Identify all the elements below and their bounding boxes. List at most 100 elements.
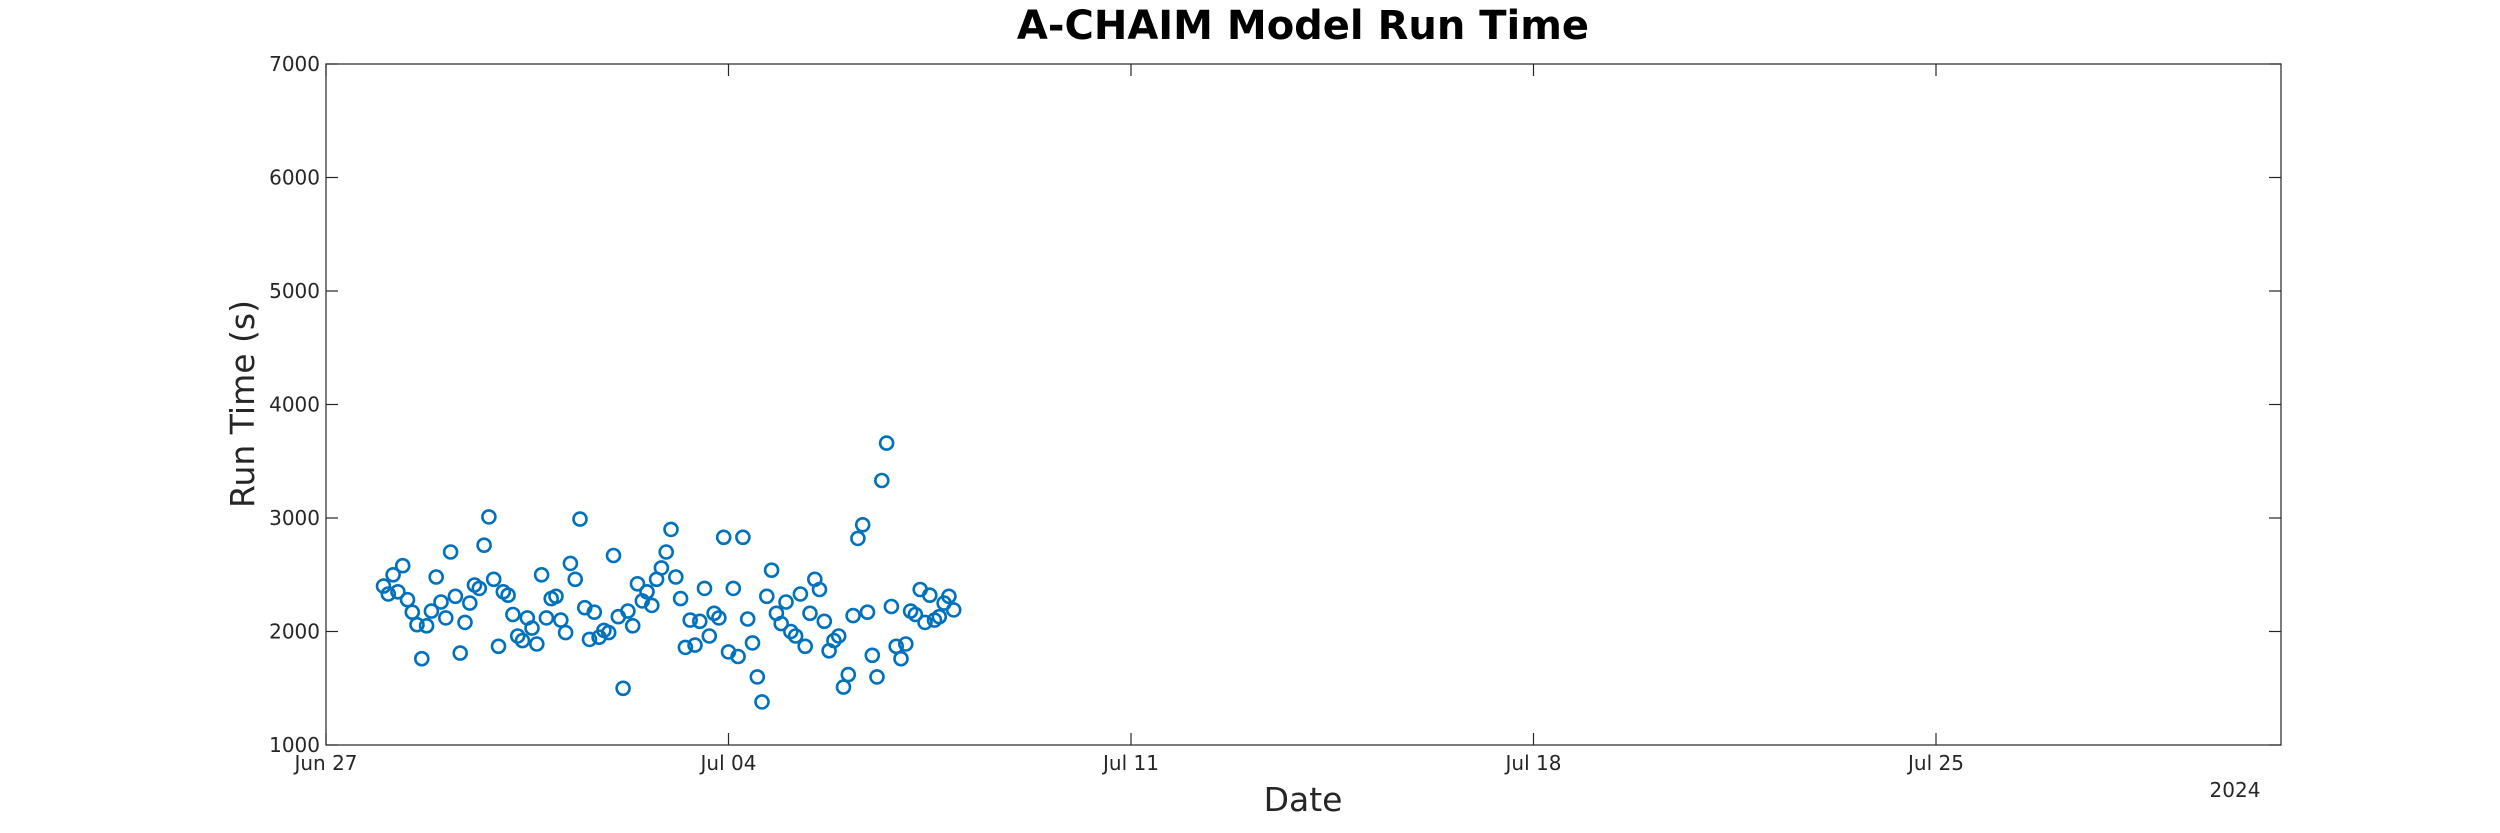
data-point bbox=[778, 594, 794, 610]
data-point bbox=[897, 636, 914, 652]
data-point bbox=[758, 588, 775, 605]
data-point bbox=[931, 608, 948, 625]
data-point bbox=[620, 603, 636, 619]
data-point bbox=[691, 613, 708, 630]
data-point bbox=[845, 607, 861, 624]
data-point bbox=[423, 603, 440, 619]
data-point bbox=[869, 669, 885, 685]
data-point bbox=[452, 645, 469, 661]
data-point bbox=[677, 639, 694, 656]
y-axis-label: Run Time (s) bbox=[223, 300, 262, 508]
data-point bbox=[921, 587, 938, 604]
data-point bbox=[893, 650, 909, 667]
data-point bbox=[552, 612, 569, 628]
data-point bbox=[878, 435, 895, 451]
data-point bbox=[533, 566, 550, 583]
y-tick-label: 6000 bbox=[269, 166, 320, 190]
data-point bbox=[600, 624, 617, 641]
data-point bbox=[615, 680, 631, 697]
data-point bbox=[754, 694, 770, 710]
data-point bbox=[797, 638, 814, 655]
x-tick-label: Jul 25 bbox=[1906, 751, 1964, 775]
data-point bbox=[528, 636, 545, 652]
x-tick-label: Jul 04 bbox=[699, 751, 757, 775]
data-point bbox=[442, 544, 459, 560]
data-point bbox=[390, 583, 406, 600]
data-point bbox=[945, 602, 962, 618]
data-point bbox=[572, 511, 588, 527]
data-point bbox=[682, 612, 699, 628]
data-point bbox=[854, 516, 871, 533]
data-point bbox=[773, 615, 790, 632]
data-point bbox=[490, 638, 507, 655]
data-point bbox=[907, 606, 924, 623]
data-point bbox=[830, 628, 847, 644]
data-point bbox=[696, 580, 713, 597]
data-point bbox=[380, 586, 397, 602]
year-label: 2024 bbox=[2210, 778, 2261, 802]
data-point bbox=[735, 529, 751, 546]
data-point bbox=[706, 605, 722, 622]
data-point bbox=[476, 537, 492, 554]
data-point bbox=[461, 595, 478, 611]
data-point bbox=[605, 547, 622, 564]
data-point bbox=[581, 631, 598, 648]
x-axis-label: Date bbox=[1264, 780, 1343, 819]
data-point bbox=[739, 611, 756, 627]
y-tick-label: 2000 bbox=[269, 620, 320, 644]
data-point bbox=[725, 580, 742, 597]
data-point bbox=[643, 597, 660, 614]
data-point bbox=[873, 472, 890, 489]
data-point bbox=[663, 521, 679, 538]
data-point bbox=[505, 606, 521, 623]
data-point bbox=[859, 604, 876, 621]
y-axis: 1000 2000 3000 4000 5000 6000 7000 bbox=[269, 52, 2281, 757]
data-point bbox=[500, 587, 516, 604]
y-tick-label: 7000 bbox=[269, 52, 320, 76]
chart-title: A-CHAIM Model Run Time bbox=[1017, 3, 1589, 49]
data-point bbox=[629, 575, 646, 592]
y-tick-label: 5000 bbox=[269, 279, 320, 303]
data-point bbox=[428, 569, 445, 585]
data-point bbox=[433, 594, 449, 610]
data-point bbox=[548, 588, 564, 605]
data-point bbox=[811, 581, 828, 598]
data-point bbox=[792, 586, 809, 602]
data-point bbox=[749, 669, 766, 685]
data-point bbox=[557, 624, 574, 641]
data-point bbox=[471, 580, 488, 597]
data-point bbox=[672, 590, 689, 607]
data-point bbox=[917, 614, 933, 631]
data-point bbox=[413, 650, 430, 667]
data-point bbox=[701, 628, 718, 644]
data-point bbox=[653, 560, 670, 576]
data-point bbox=[481, 509, 497, 525]
data-point bbox=[404, 604, 421, 621]
data-point bbox=[850, 530, 866, 547]
data-point bbox=[562, 555, 579, 572]
data-point bbox=[418, 617, 435, 634]
x-axis: Jun 27 Jul 04 Jul 11 Jul 18 Jul 25 bbox=[292, 64, 1964, 775]
x-tick-label: Jun 27 bbox=[292, 751, 357, 775]
data-point bbox=[864, 647, 881, 664]
data-point bbox=[514, 632, 531, 649]
data-point bbox=[586, 604, 603, 621]
data-point bbox=[840, 666, 857, 683]
data-point bbox=[639, 583, 655, 600]
y-tick-label: 1000 bbox=[269, 733, 320, 757]
plot-frame bbox=[325, 63, 2282, 746]
data-point bbox=[624, 617, 641, 634]
data-point bbox=[524, 620, 540, 636]
data-point bbox=[399, 591, 416, 608]
data-point bbox=[826, 632, 842, 649]
data-point bbox=[485, 571, 502, 588]
data-point bbox=[787, 628, 804, 644]
data-point bbox=[763, 562, 780, 579]
data-point bbox=[715, 529, 732, 546]
data-point bbox=[375, 578, 392, 594]
y-tick-label: 4000 bbox=[269, 393, 320, 417]
data-point bbox=[802, 605, 818, 622]
data-point bbox=[782, 623, 799, 640]
data-point bbox=[730, 648, 746, 665]
